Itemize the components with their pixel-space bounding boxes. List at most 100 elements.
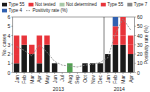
bar xyxy=(128,35,133,36)
legend-item: Type 4 xyxy=(2,8,23,13)
y2-axis-label: Positivity rate (%) xyxy=(143,25,149,64)
y2-tick-label: 30 xyxy=(137,42,143,48)
y2-tick-label: 50 xyxy=(137,23,143,29)
y-tick xyxy=(11,17,13,18)
legend: Type 55Not testedNot determinedType 55Ty… xyxy=(2,2,148,13)
x-tick-label: May xyxy=(44,75,50,85)
bar-series xyxy=(14,45,134,73)
legend-swatch xyxy=(29,3,34,7)
bar xyxy=(82,63,87,64)
y-tick-label: 3 xyxy=(8,42,11,48)
marks xyxy=(14,17,134,73)
bar xyxy=(120,36,125,45)
legend-item: Positivity rate (%) xyxy=(26,8,68,13)
bar xyxy=(29,44,34,45)
bar xyxy=(105,54,110,55)
bar xyxy=(90,63,95,64)
x-tick xyxy=(115,73,116,75)
y-tick-label: 5 xyxy=(8,23,11,29)
bar xyxy=(59,72,64,73)
bar xyxy=(75,72,80,73)
bar xyxy=(75,72,80,73)
x-tick-label: Feb xyxy=(112,75,118,84)
bar xyxy=(44,35,49,36)
bar xyxy=(113,17,118,18)
bar xyxy=(97,63,102,64)
y-tick-label: 4 xyxy=(8,33,11,39)
bar xyxy=(120,45,125,73)
bar xyxy=(21,36,26,45)
y2-tick xyxy=(134,72,136,73)
bar xyxy=(97,63,102,64)
legend-label: Positivity rate (%) xyxy=(33,8,69,13)
bar xyxy=(90,63,95,64)
divider-line xyxy=(104,17,105,73)
x-tick xyxy=(130,73,131,75)
bar xyxy=(14,63,19,72)
year-label: 2014 xyxy=(114,86,125,92)
bar xyxy=(29,44,34,45)
bar xyxy=(105,54,110,55)
x-tick-label: Sep xyxy=(74,75,80,84)
x-tick xyxy=(107,73,108,75)
bar xyxy=(21,35,26,36)
bar xyxy=(44,45,49,73)
bar-series xyxy=(14,36,134,64)
bar xyxy=(52,63,57,64)
bar xyxy=(67,63,72,72)
bar-series xyxy=(113,17,118,26)
legend-label: Type 7 xyxy=(134,2,148,7)
bar xyxy=(14,36,19,55)
x-tick xyxy=(24,73,25,75)
y2-tick-label: 0 xyxy=(137,70,140,76)
bar xyxy=(37,35,42,36)
bar xyxy=(82,63,87,64)
bar xyxy=(29,54,34,73)
bar xyxy=(90,63,95,64)
y2-tick xyxy=(134,17,136,18)
line-series xyxy=(17,19,131,67)
bar xyxy=(120,17,125,18)
y2-tick-label: 40 xyxy=(137,33,143,39)
bar xyxy=(113,17,118,26)
x-tick xyxy=(77,73,78,75)
bar xyxy=(105,54,110,55)
bar xyxy=(128,36,133,45)
x-tick xyxy=(92,73,93,75)
x-tick-label: Dec xyxy=(97,75,103,84)
bar xyxy=(14,35,19,36)
bar xyxy=(82,63,87,64)
bar xyxy=(44,35,49,36)
x-tick-label: Oct xyxy=(82,74,88,82)
bar xyxy=(59,72,64,73)
x-tick xyxy=(69,73,70,75)
legend-item: Type 55 xyxy=(2,2,25,7)
legend-label: Type 55 xyxy=(107,2,124,7)
bar xyxy=(105,54,110,55)
legend-swatch xyxy=(101,3,106,7)
legend-item: Type 7 xyxy=(127,2,148,7)
legend-label: Type 4 xyxy=(9,8,23,13)
y-tick-label: 2 xyxy=(8,51,11,57)
bar xyxy=(52,63,57,64)
y-tick-label: 0 xyxy=(8,70,11,76)
bar xyxy=(82,63,87,64)
year-label: 2013 xyxy=(53,86,64,92)
bar xyxy=(21,45,26,73)
legend-label: Type 55 xyxy=(9,2,26,7)
bar xyxy=(37,54,42,63)
bar xyxy=(75,72,80,73)
y-tick xyxy=(11,44,13,45)
bar xyxy=(59,72,64,73)
bar xyxy=(52,63,57,64)
legend-swatch xyxy=(127,3,132,7)
bar xyxy=(97,63,102,72)
bar xyxy=(21,35,26,36)
x-tick xyxy=(46,73,47,75)
bar xyxy=(37,35,42,36)
bar xyxy=(90,63,95,64)
legend-swatch xyxy=(2,9,7,13)
bar xyxy=(59,72,64,73)
x-tick-label: Mar xyxy=(120,75,126,84)
legend-item: Type 55 xyxy=(101,2,124,7)
